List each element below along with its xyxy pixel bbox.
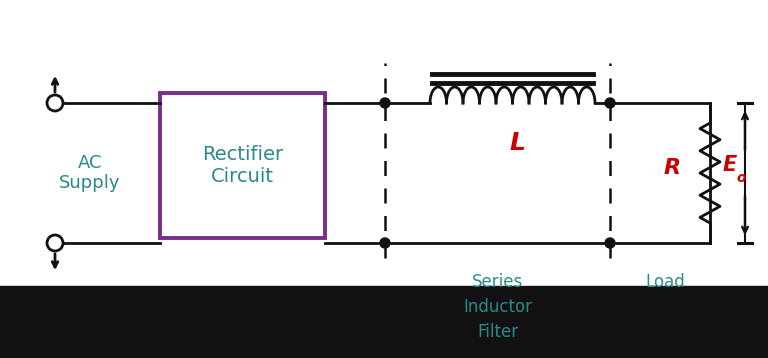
Text: AC
Supply: AC Supply [59, 154, 121, 192]
FancyBboxPatch shape [160, 93, 325, 238]
Text: E: E [723, 155, 737, 175]
Circle shape [605, 98, 615, 108]
Text: o: o [737, 171, 746, 185]
Circle shape [380, 238, 390, 248]
Circle shape [380, 98, 390, 108]
Text: Rectifier
Circuit: Rectifier Circuit [202, 145, 283, 186]
Circle shape [605, 238, 615, 248]
Text: R: R [664, 158, 680, 178]
Text: L: L [509, 131, 525, 155]
Bar [0, 286, 768, 358]
Text: Series
Inductor
Filter: Series Inductor Filter [463, 273, 532, 341]
Text: Load: Load [645, 273, 685, 291]
